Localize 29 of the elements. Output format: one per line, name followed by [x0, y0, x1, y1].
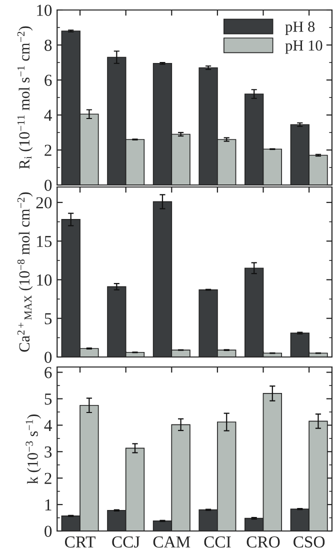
y-tick-label: 0 — [44, 180, 52, 191]
x-tick-label: CAM — [153, 536, 190, 548]
x-tick-label: CSO — [294, 536, 325, 548]
y-tick-label: 5 — [44, 313, 52, 324]
y-tick-label: 4 — [44, 420, 52, 431]
y-tick-label: 6 — [44, 367, 52, 378]
x-tick-label: CCI — [204, 536, 231, 548]
y-tick-label: 5 — [44, 394, 52, 405]
y-tick-label: 8 — [44, 40, 52, 51]
y-tick-label: 15 — [37, 236, 52, 248]
x-tick-label: CRT — [65, 536, 96, 548]
y-tick-label: 10 — [37, 4, 52, 16]
y-tick-label: 3 — [44, 446, 52, 458]
y-tick-label: 4 — [44, 110, 52, 121]
x-tick-label: CRO — [246, 536, 280, 548]
legend-label: pH 8 — [285, 22, 315, 35]
legend-label: pH 10 — [285, 40, 322, 54]
text: R$_{i}$ (10$^{−11}$ mol s$^{−1}$ cm$^{−2}$) — [17, 26, 33, 169]
y-tick-label: 1 — [45, 499, 52, 510]
x-tick-label: CCJ — [112, 536, 140, 548]
y-tick-label: 2 — [44, 144, 52, 156]
y-axis-title: k (10$^{−3}$ s$^{−1}$) — [26, 414, 41, 484]
y-tick-label: 20 — [36, 197, 52, 208]
y-tick-label: 0 — [44, 352, 52, 363]
y-axis-title: Ca$^{2+}$$_{MAX}$ (10$^{−8}$ mol cm$^{−2}$) — [17, 192, 33, 352]
y-tick-label: 0 — [44, 526, 52, 537]
y-tick-label: 2 — [44, 472, 52, 484]
y-tick-label: 10 — [37, 274, 52, 286]
y-tick-label: 6 — [44, 74, 52, 86]
